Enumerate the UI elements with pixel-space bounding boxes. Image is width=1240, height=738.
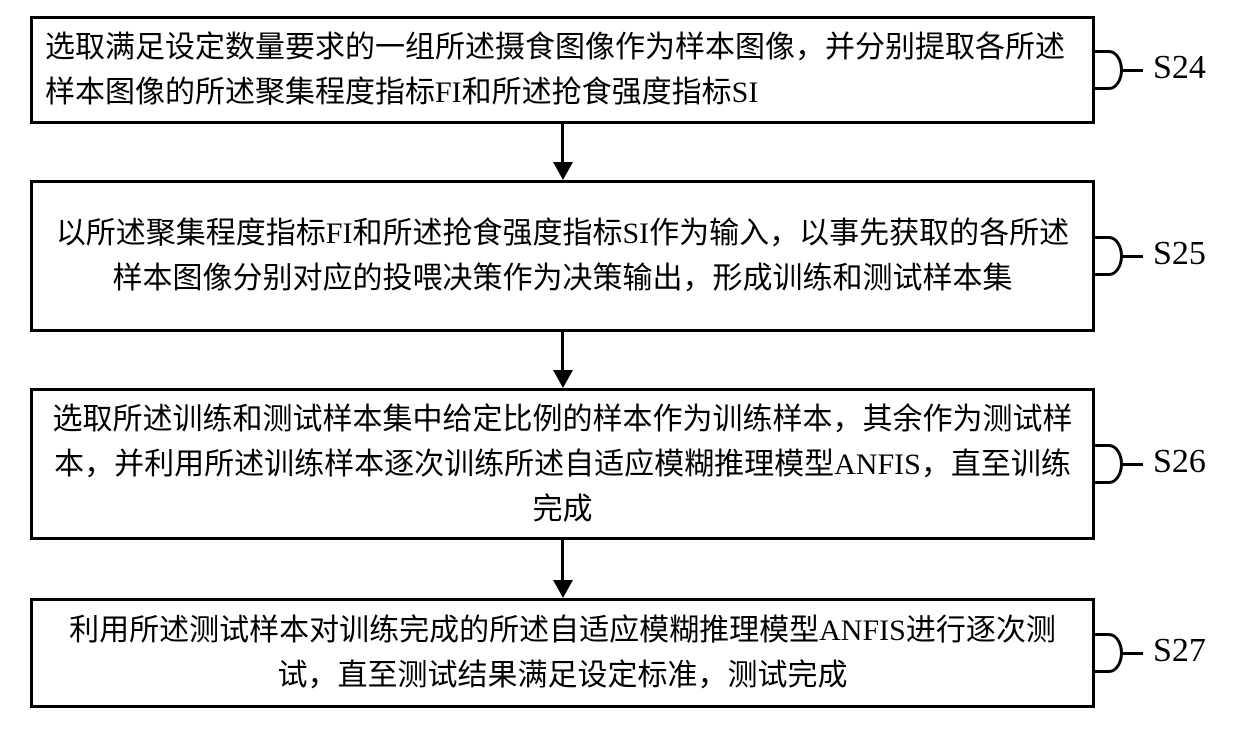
- step-label-s25: S25: [1153, 235, 1206, 273]
- flow-node-s27: 利用所述测试样本对训练完成的所述自适应模糊推理模型ANFIS进行逐次测试，直至测…: [30, 598, 1095, 708]
- flow-node-text: 选取所述训练和测试样本集中给定比例的样本作为训练样本，其余作为测试样本，并利用所…: [45, 397, 1080, 532]
- flow-node-text: 以所述聚集程度指标FI和所述抢食强度指标SI作为输入，以事先获取的各所述样本图像…: [45, 211, 1080, 301]
- step-label-s26: S26: [1153, 443, 1206, 481]
- label-connector-arc: [1095, 633, 1123, 673]
- label-connector-tick: [1121, 255, 1143, 258]
- arrow-head-icon: [553, 370, 573, 388]
- arrow-stem: [561, 332, 564, 370]
- flow-node-s25: 以所述聚集程度指标FI和所述抢食强度指标SI作为输入，以事先获取的各所述样本图像…: [30, 180, 1095, 332]
- flow-node-s24: 选取满足设定数量要求的一组所述摄食图像作为样本图像，并分别提取各所述样本图像的所…: [30, 16, 1095, 124]
- step-label-s27: S27: [1153, 632, 1206, 670]
- flow-node-s26: 选取所述训练和测试样本集中给定比例的样本作为训练样本，其余作为测试样本，并利用所…: [30, 388, 1095, 540]
- label-connector-arc: [1095, 50, 1123, 90]
- arrow-stem: [561, 124, 564, 162]
- label-connector-tick: [1121, 652, 1143, 655]
- flow-node-text: 选取满足设定数量要求的一组所述摄食图像作为样本图像，并分别提取各所述样本图像的所…: [45, 25, 1080, 115]
- arrow-stem: [561, 540, 564, 580]
- label-connector-arc: [1095, 444, 1123, 484]
- label-connector-arc: [1095, 236, 1123, 276]
- arrow-head-icon: [553, 580, 573, 598]
- step-label-s24: S24: [1153, 49, 1206, 87]
- arrow-head-icon: [553, 162, 573, 180]
- label-connector-tick: [1121, 69, 1143, 72]
- flow-node-text: 利用所述测试样本对训练完成的所述自适应模糊推理模型ANFIS进行逐次测试，直至测…: [45, 608, 1080, 698]
- label-connector-tick: [1121, 463, 1143, 466]
